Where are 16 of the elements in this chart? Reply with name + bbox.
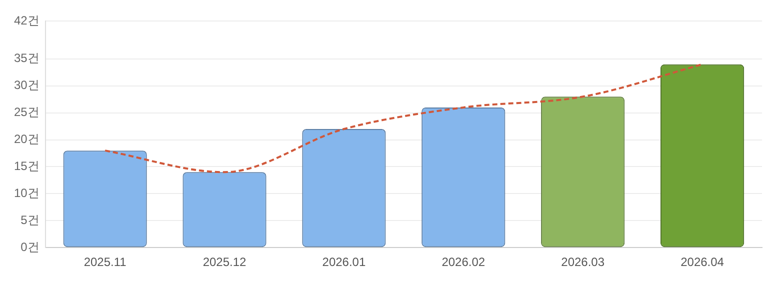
x-tick-label: 2026.03 xyxy=(561,255,605,270)
y-tick-label: 42건 xyxy=(14,14,40,28)
y-tick-label: 25건 xyxy=(14,105,40,120)
y-tick-label: 30건 xyxy=(14,78,40,92)
y-tick-label: 5건 xyxy=(20,212,40,227)
line-series xyxy=(104,63,704,174)
x-tick-label: 2026.01 xyxy=(322,255,366,270)
y-tick-label: 15건 xyxy=(14,159,40,174)
y-tick-label: 20건 xyxy=(14,132,40,146)
x-tick-label: 2025.11 xyxy=(84,255,127,270)
y-tick-label: 10건 xyxy=(14,186,40,200)
x-tick-label: 2025.12 xyxy=(202,255,247,270)
y-tick-label: 35건 xyxy=(14,51,40,66)
x-tick-label: 2026.04 xyxy=(680,255,724,270)
x-tick-label: 2026.02 xyxy=(442,255,486,270)
y-tick-label: 0건 xyxy=(20,240,40,254)
